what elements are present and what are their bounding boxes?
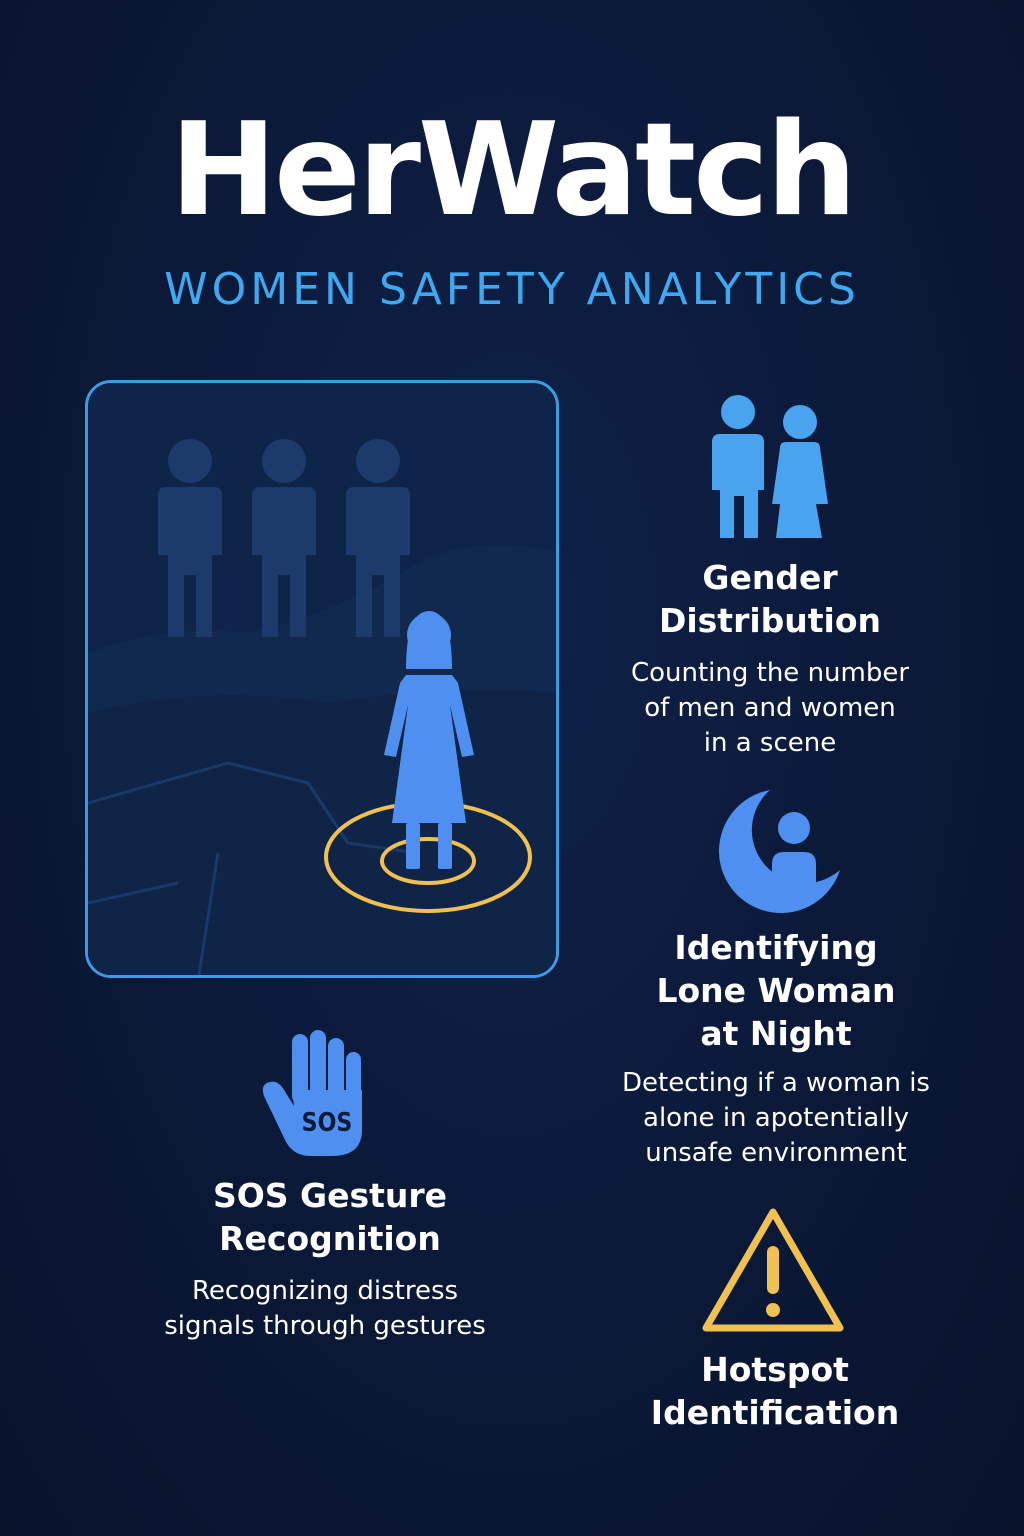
gender-distribution-title: Gender Distribution bbox=[658, 558, 882, 640]
sos-hand-icon: SOS bbox=[258, 1030, 368, 1158]
moon-person-icon bbox=[718, 790, 840, 914]
detection-ring-inner bbox=[380, 837, 476, 885]
sos-gesture-description: Recognizing distress signals through ges… bbox=[164, 1276, 486, 1341]
scene-svg bbox=[88, 439, 556, 975]
man-woman-icon bbox=[712, 395, 828, 538]
lone-woman-title: Identifying Lone Woman at Night bbox=[656, 928, 896, 1053]
sos-label: SOS bbox=[301, 1108, 353, 1138]
page-title: HerWatch bbox=[169, 96, 857, 245]
path-line bbox=[88, 881, 179, 905]
lone-woman-description: Detecting if a woman is alone in apotent… bbox=[622, 1068, 930, 1168]
scene-illustration bbox=[85, 380, 559, 978]
page-subtitle: WOMEN SAFETY ANALYTICS bbox=[164, 264, 860, 315]
man-silhouette-icon bbox=[158, 439, 222, 637]
path-line bbox=[88, 761, 419, 855]
warning-triangle-icon bbox=[702, 1208, 844, 1332]
men-group-icon bbox=[158, 439, 410, 637]
man-silhouette-icon bbox=[252, 439, 316, 637]
ground-shape bbox=[88, 689, 556, 975]
path-line bbox=[197, 852, 220, 975]
woman-silhouette-icon bbox=[384, 611, 474, 869]
sos-gesture-title: SOS Gesture Recognition bbox=[212, 1176, 448, 1258]
hotspot-identification-title: Hotspot Identification bbox=[650, 1350, 900, 1432]
gender-distribution-description: Counting the number of men and women in … bbox=[630, 658, 910, 758]
man-silhouette-icon bbox=[346, 439, 410, 637]
